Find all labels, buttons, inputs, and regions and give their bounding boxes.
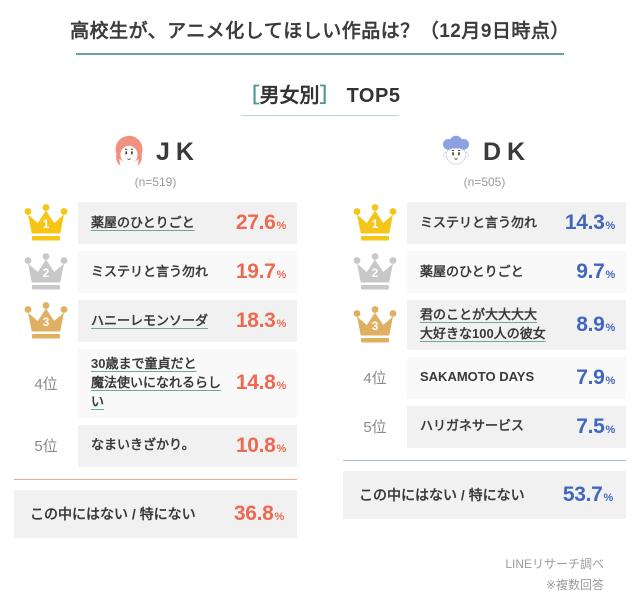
footer: LINEリサーチ調べ ※複数回答	[0, 554, 640, 596]
jk-sample-size: (n=519)	[134, 175, 177, 189]
work-title: 薬屋のひとりごと	[420, 263, 524, 279]
none-label: この中にはない / 特にない	[359, 486, 525, 503]
percentage-value: 18.3%	[235, 309, 286, 332]
ranking-row: 1 ミステリと言う勿れ 14.3%	[343, 202, 626, 244]
percentage-value: 19.7%	[235, 260, 286, 283]
bronze-crown-icon: 3	[352, 305, 398, 345]
jk-ranking-list: 1 薬屋のひとりごと 27.6%	[14, 202, 297, 467]
work-title-link[interactable]: ハニーレモンソーダ	[91, 312, 209, 328]
ranking-columns: JK (n=519) 1	[0, 130, 640, 538]
subtitle-rank-label: TOP5	[346, 85, 401, 107]
percentage-value: 27.6%	[235, 211, 286, 234]
dk-label: DK	[482, 137, 532, 166]
percentage-value: 7.5%	[576, 414, 615, 438]
ranking-row: 2 ミステリと言う勿れ 19.7%	[14, 251, 297, 293]
rank-number: 1	[42, 217, 50, 231]
work-title-link[interactable]: 薬屋のひとりごと	[91, 214, 195, 230]
source-credit: LINEリサーチ調べ	[505, 556, 604, 571]
dk-column: DK (n=505) 1	[343, 130, 626, 538]
percentage-value: 7.9%	[576, 365, 615, 389]
dk-divider	[343, 459, 626, 461]
girl-face-icon	[115, 135, 143, 166]
ranking-row: 1 薬屋のひとりごと 27.6%	[14, 202, 297, 244]
rank-label: 5位	[363, 419, 387, 437]
ranking-row: 2 薬屋のひとりごと 9.7%	[343, 251, 626, 293]
work-title-link[interactable]: 君のことが大大大大 大好きな100人の彼女	[420, 307, 546, 341]
subtitle: ［男女別］ TOP5	[0, 79, 640, 108]
work-title-link[interactable]: 30歳まで童貞だと 魔法使いになれるらしい	[91, 356, 222, 409]
jk-column-header: JK	[14, 130, 297, 174]
percentage-value: 14.8%	[235, 371, 286, 395]
jk-divider	[14, 478, 297, 480]
subtitle-underline	[241, 115, 399, 116]
rank-label: 5位	[34, 438, 58, 456]
silver-crown-icon: 2	[23, 252, 69, 292]
rank-number: 3	[42, 315, 50, 329]
percentage-value: 8.9%	[576, 312, 615, 336]
dk-column-header: DK	[343, 130, 626, 174]
ranking-row: 5位 ハリガネサービス 7.5%	[343, 405, 626, 448]
rank-label: 4位	[363, 370, 387, 388]
dk-ranking-list: 1 ミステリと言う勿れ 14.3%	[343, 202, 626, 448]
percentage-value: 10.8%	[235, 433, 286, 457]
ranking-row: 3 君のことが大大大大 大好きな100人の彼女 8.9%	[343, 300, 626, 350]
none-of-these-row: この中にはない / 特にない 53.7%	[343, 470, 626, 519]
jk-column: JK (n=519) 1	[14, 130, 297, 538]
work-title: ハリガネサービス	[420, 418, 525, 434]
percentage-value: 14.3%	[564, 211, 615, 234]
silver-crown-icon: 2	[352, 252, 398, 292]
title-underline	[76, 53, 564, 55]
percentage-value: 53.7%	[562, 482, 613, 506]
percentage-value: 9.7%	[576, 260, 615, 283]
bracket-open: ［	[239, 85, 260, 107]
percentage-value: 36.8%	[233, 501, 284, 525]
bracket-close: ］	[319, 85, 340, 107]
rank-number: 3	[371, 318, 379, 333]
none-of-these-row: この中にはない / 特にない 36.8%	[14, 489, 297, 538]
rank-number: 1	[371, 217, 379, 231]
work-title: なまいきざかり。	[91, 437, 195, 453]
gold-crown-icon: 1	[23, 203, 69, 243]
gold-crown-icon: 1	[352, 203, 398, 243]
page-title: 高校生が、アニメ化してほしい作品は？（12月9日時点）	[70, 21, 570, 42]
work-title: ミステリと言う勿れ	[420, 214, 538, 230]
none-label: この中にはない / 特にない	[30, 505, 196, 522]
ranking-row: 4位 30歳まで童貞だと 魔法使いになれるらしい 14.8%	[14, 349, 297, 418]
multiple-answers-note: ※複数回答	[545, 577, 604, 592]
rank-number: 2	[371, 266, 379, 280]
work-title: SAKAMOTO DAYS	[420, 369, 535, 385]
subtitle-category: 男女別	[259, 85, 320, 107]
ranking-row: 4位 SAKAMOTO DAYS 7.9%	[343, 356, 626, 399]
ranking-row: 5位 なまいきざかり。 10.8%	[14, 424, 297, 467]
dk-sample-size: (n=505)	[463, 175, 506, 189]
ranking-row: 3 ハニーレモンソーダ 18.3%	[14, 300, 297, 342]
bronze-crown-icon: 3	[23, 301, 69, 341]
rank-label: 4位	[34, 375, 58, 393]
work-title: ミステリと言う勿れ	[91, 263, 209, 279]
boy-face-icon	[442, 135, 469, 165]
jk-label: JK	[156, 137, 200, 166]
rank-number: 2	[42, 266, 50, 280]
